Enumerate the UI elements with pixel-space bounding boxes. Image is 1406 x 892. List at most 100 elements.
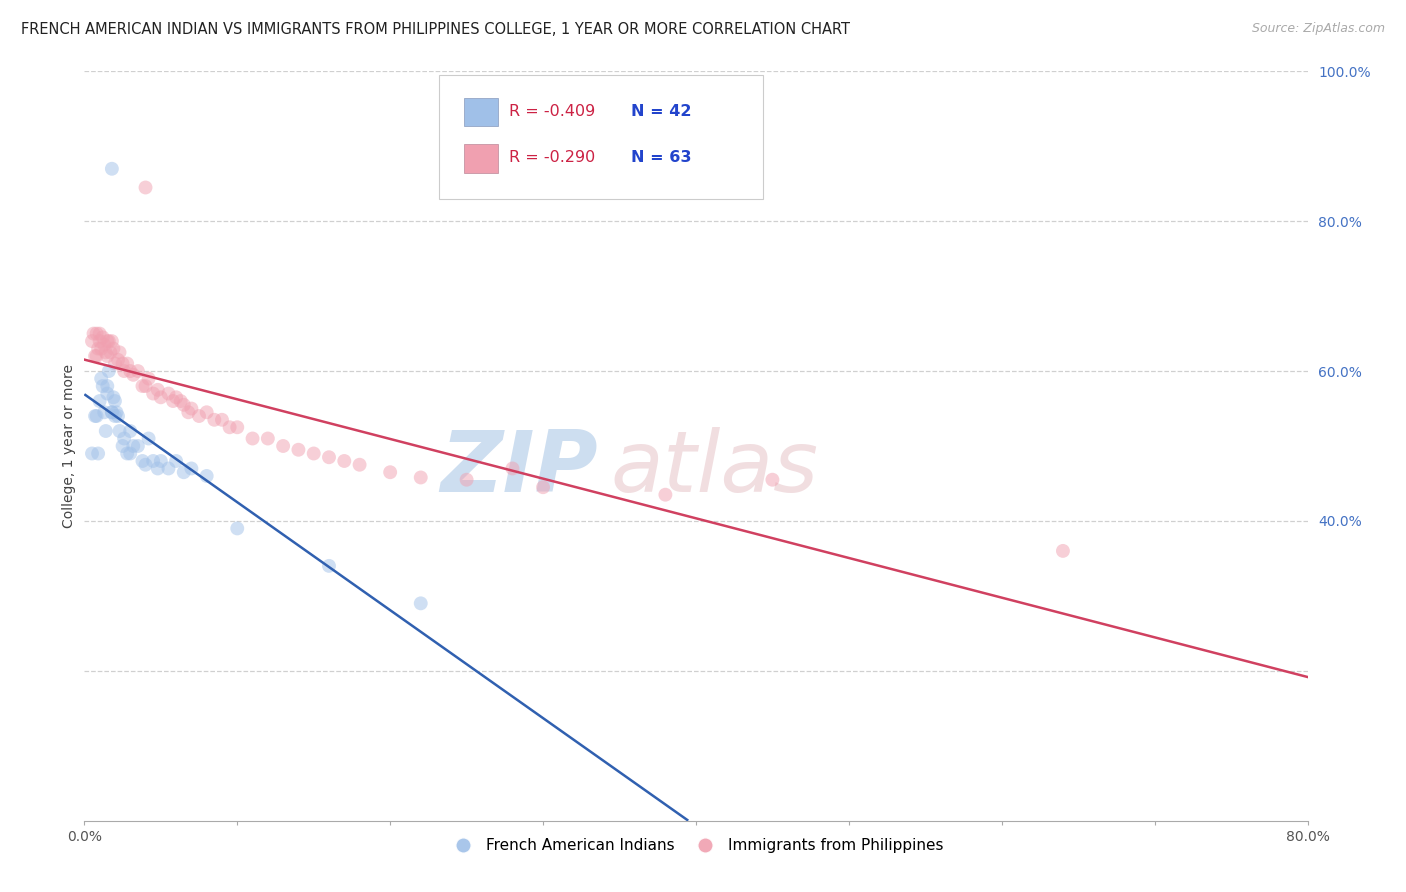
Point (131, 454, 153, 468)
Point (96, 349, 118, 363)
Point (177, 405, 200, 419)
Point (86, 409, 108, 423)
Point (531, 480, 554, 494)
Point (188, 409, 211, 423)
Point (86, 349, 108, 363)
Point (127, 364, 149, 378)
Point (135, 458, 157, 472)
Text: N = 42: N = 42 (631, 103, 692, 119)
Point (101, 405, 124, 419)
Point (157, 461, 180, 475)
FancyBboxPatch shape (464, 144, 498, 172)
Point (135, 379, 157, 393)
Point (112, 432, 135, 446)
Point (409, 470, 432, 484)
Point (84, 349, 107, 363)
Point (318, 450, 340, 465)
Point (142, 386, 165, 401)
Point (409, 596, 432, 610)
Point (80, 334, 103, 348)
Point (180, 461, 202, 475)
Point (146, 461, 169, 475)
Point (122, 368, 145, 382)
Point (120, 364, 142, 378)
Point (173, 465, 195, 479)
Point (91, 330, 114, 344)
FancyBboxPatch shape (464, 97, 498, 126)
Point (218, 420, 240, 434)
Point (111, 439, 134, 453)
Point (226, 420, 249, 434)
Point (302, 446, 325, 460)
Point (242, 432, 264, 446)
Point (173, 398, 195, 412)
Point (146, 383, 169, 397)
Point (104, 409, 127, 423)
Point (1052, 544, 1074, 558)
Point (456, 473, 478, 487)
Text: FRENCH AMERICAN INDIAN VS IMMIGRANTS FROM PHILIPPINES COLLEGE, 1 YEAR OR MORE CO: FRENCH AMERICAN INDIAN VS IMMIGRANTS FRO… (21, 22, 851, 37)
Point (318, 558, 340, 573)
Point (111, 357, 134, 371)
Point (120, 424, 142, 438)
Point (135, 180, 157, 194)
Point (115, 446, 138, 460)
Point (165, 390, 187, 404)
Point (195, 405, 218, 419)
Point (96, 379, 118, 393)
Point (105, 405, 128, 419)
Point (90, 371, 112, 385)
Point (97, 334, 120, 348)
Text: ZIP: ZIP (440, 427, 598, 510)
Point (96, 386, 118, 401)
Point (271, 439, 294, 453)
Point (89, 334, 111, 348)
Point (138, 371, 160, 385)
Point (502, 461, 524, 475)
Point (122, 439, 145, 453)
Point (120, 446, 142, 460)
Point (138, 432, 160, 446)
Point (162, 394, 184, 409)
Point (349, 458, 371, 472)
Point (98, 345, 121, 359)
Point (80, 446, 103, 460)
Point (127, 439, 149, 453)
Point (654, 488, 676, 502)
Point (115, 357, 138, 371)
Point (94, 424, 117, 438)
Point (142, 454, 165, 468)
Point (83, 326, 105, 341)
Point (87, 446, 110, 460)
Text: R = -0.409: R = -0.409 (509, 103, 595, 119)
Point (761, 473, 783, 487)
Point (333, 454, 356, 468)
Point (131, 379, 153, 393)
Point (103, 342, 125, 356)
Point (104, 357, 127, 371)
Point (87, 342, 110, 356)
Point (84, 409, 107, 423)
Point (91, 379, 114, 393)
Point (180, 401, 202, 416)
Point (149, 454, 172, 468)
Text: N = 63: N = 63 (631, 150, 692, 165)
Point (90, 342, 112, 356)
Point (157, 386, 180, 401)
Point (107, 352, 129, 367)
Point (211, 413, 233, 427)
Point (108, 345, 131, 359)
Point (101, 161, 124, 176)
Point (96, 334, 118, 348)
Point (103, 390, 125, 404)
Y-axis label: College, 1 year or more: College, 1 year or more (62, 364, 76, 528)
Point (226, 521, 249, 535)
Point (94, 345, 117, 359)
Point (380, 465, 402, 479)
Point (112, 364, 135, 378)
Legend: French American Indians, Immigrants from Philippines: French American Indians, Immigrants from… (441, 832, 950, 860)
Point (97, 364, 120, 378)
Point (165, 454, 187, 468)
Point (107, 409, 129, 423)
FancyBboxPatch shape (439, 75, 763, 199)
